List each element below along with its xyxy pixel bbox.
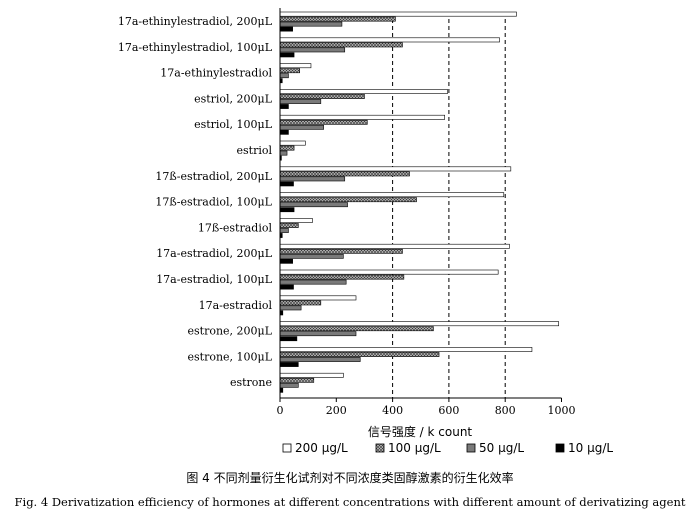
caption-en: Fig. 4 Derivatization efficiency of horm…: [15, 495, 686, 509]
bar: [279, 248, 403, 254]
bar: [279, 336, 298, 342]
category-label: estriol, 200μL: [194, 92, 273, 105]
bar: [279, 94, 365, 99]
bar: [279, 377, 315, 383]
bar: [279, 243, 510, 249]
category-label: 17a-ethinylestradiol: [160, 67, 272, 80]
category-label: estriol: [237, 144, 273, 157]
bar: [279, 52, 295, 58]
bar: [279, 16, 396, 22]
bar: [279, 104, 289, 109]
bar: [279, 11, 517, 17]
bar: [279, 119, 368, 125]
category-label: estriol, 100μL: [194, 118, 273, 131]
bar: [279, 321, 559, 327]
bar: [279, 124, 324, 130]
category-label: 17a-estradiol, 100μL: [156, 273, 273, 286]
grid-layer: [392, 12, 506, 398]
category-label: estrone: [230, 376, 272, 389]
bar: [279, 202, 348, 208]
bar: [279, 150, 288, 156]
legend-label: 100 μg/L: [388, 441, 441, 455]
bar: [279, 181, 294, 187]
legend-label: 50 μg/L: [479, 441, 524, 455]
bar: [279, 331, 357, 337]
bar: [279, 305, 302, 311]
legend-swatch: [466, 443, 476, 453]
bar: [279, 166, 512, 172]
bar: [279, 47, 346, 53]
bar: [279, 223, 299, 228]
bar: [279, 68, 301, 74]
bar: [279, 207, 295, 213]
bar: [279, 284, 294, 290]
x-tick-label: 200: [326, 404, 347, 417]
category-label: 17ß-estradiol, 200μL: [155, 170, 272, 183]
bar: [279, 218, 313, 223]
bar: [279, 37, 500, 43]
bar: [279, 192, 505, 198]
bar: [279, 269, 499, 275]
category-label: 17ß-estradiol: [198, 221, 273, 234]
category-label: 17a-ethinylestradiol, 200μL: [118, 15, 273, 28]
bar: [279, 129, 289, 135]
bar: [279, 176, 346, 182]
bar: [279, 73, 289, 79]
bar: [279, 26, 293, 32]
bar: [279, 382, 299, 388]
caption-cn: 图 4 不同剂量衍生化试剂对不同浓度类固醇激素的衍生化效率: [186, 470, 513, 485]
bar: [279, 253, 344, 259]
legend: 200 μg/L 100 μg/L 50 μg/L 10 μg/L: [282, 441, 613, 455]
bar: [279, 114, 445, 120]
bar: [279, 258, 293, 264]
bar: [279, 357, 361, 362]
category-label: 17a-estradiol, 200μL: [156, 247, 273, 260]
bar: [279, 140, 306, 146]
x-tick-label: 600: [438, 404, 459, 417]
bar: [279, 274, 405, 280]
x-tick-label: 0: [277, 404, 284, 417]
bar: [279, 63, 312, 69]
x-axis-title: 信号强度 / k count: [368, 424, 473, 439]
bar: [279, 228, 289, 233]
category-labels: 17a-ethinylestradiol, 200μL 17a-ethinyles…: [118, 15, 273, 389]
bar: [279, 372, 344, 378]
x-tick-label: 800: [495, 404, 516, 417]
bar: [279, 99, 322, 104]
bar: [279, 352, 440, 357]
bar: [279, 197, 417, 203]
legend-swatch: [375, 443, 385, 453]
bar: [279, 362, 299, 367]
category-label: 17a-ethinylestradiol, 100μL: [118, 41, 273, 54]
category-label: estrone, 200μL: [188, 325, 273, 338]
bar: [279, 42, 403, 48]
bar-layer: [279, 11, 559, 393]
legend-swatch: [555, 443, 565, 453]
bar: [279, 326, 434, 332]
bar: [279, 279, 347, 285]
legend-label: 200 μg/L: [295, 441, 348, 455]
bar: [279, 145, 295, 151]
category-label: estrone, 100μL: [188, 350, 273, 363]
axes: 0 200 400 600 800 1000: [277, 8, 576, 417]
bar: [279, 347, 533, 352]
bar: [279, 171, 410, 177]
category-label: 17ß-estradiol, 100μL: [155, 196, 272, 209]
category-label: 17a-estradiol: [199, 299, 273, 312]
x-tick-label: 400: [382, 404, 403, 417]
bar: [279, 89, 448, 94]
legend-label: 10 μg/L: [568, 441, 613, 455]
legend-swatch: [282, 443, 292, 453]
bar: [279, 295, 357, 301]
x-tick-label: 1000: [548, 404, 576, 417]
bar: [279, 300, 322, 306]
bar: [279, 21, 343, 27]
